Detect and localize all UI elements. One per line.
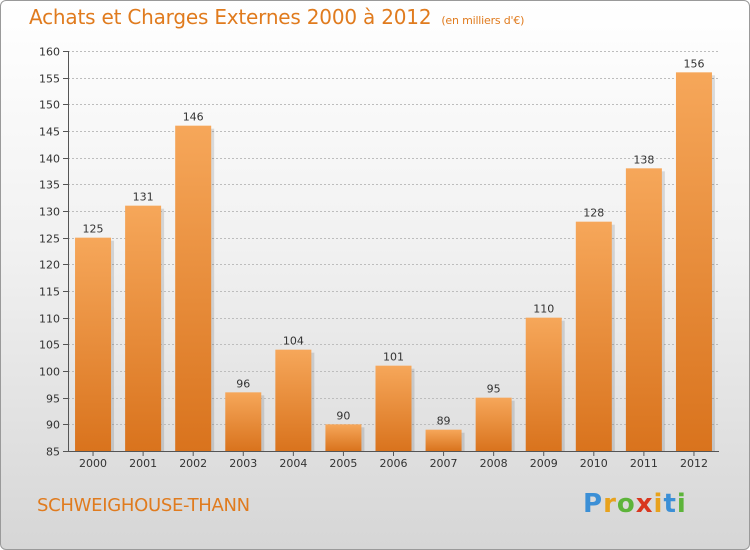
y-tick-label: 145 (39, 126, 60, 139)
bar-2001 (125, 205, 162, 451)
x-tick-label-2010: 2010 (580, 457, 608, 470)
y-tick-label: 85 (46, 446, 60, 459)
logo-letter: i (653, 489, 664, 519)
x-tick-labels: 2000 2001 2002 2003 2004 2005 2006 2007 2008 2009… (79, 451, 708, 470)
bar-2010 (575, 221, 612, 451)
logo-letter: P (583, 489, 604, 519)
bar-2002 (175, 125, 212, 452)
bar-2009 (525, 317, 562, 451)
proxiti-logo[interactable]: Proxiti (583, 489, 687, 519)
bar-2007 (425, 429, 462, 451)
city-name: SCHWEIGHOUSE-THANN (37, 495, 250, 516)
y-tick-label: 155 (39, 73, 60, 86)
y-tick-label: 125 (39, 233, 60, 246)
logo-letter: t (663, 489, 677, 519)
x-tick-label-2009: 2009 (530, 457, 558, 470)
bar-2000 (75, 237, 112, 451)
y-tick-label: 95 (46, 393, 60, 406)
x-tick-label-2008: 2008 (480, 457, 508, 470)
data-label-2011: 138 (633, 153, 654, 166)
logo-letter: r (603, 489, 617, 519)
logo-letter: o (616, 489, 636, 519)
data-label-2003: 96 (236, 377, 250, 390)
data-label-2000: 125 (83, 223, 104, 236)
data-label-2007: 89 (437, 415, 451, 428)
bar-2008 (475, 397, 512, 451)
logo-letter: x (635, 489, 654, 519)
logo-letter: i (676, 489, 687, 519)
data-label-2009: 110 (533, 303, 554, 316)
data-label-2001: 131 (133, 191, 154, 204)
bar-2005 (325, 424, 362, 451)
y-tick-label: 105 (39, 339, 60, 352)
x-tick-label-2005: 2005 (329, 457, 357, 470)
data-label-2005: 90 (336, 409, 350, 422)
data-label-2012: 156 (683, 57, 704, 70)
bar-2011 (625, 168, 662, 452)
data-label-2010: 128 (583, 207, 604, 220)
y-tick-label: 110 (39, 313, 60, 326)
x-tick-label-2012: 2012 (680, 457, 708, 470)
data-label-2002: 146 (183, 111, 204, 124)
x-tick-label-2002: 2002 (179, 457, 207, 470)
data-labels: 125 131 146 96 104 90 101 89 95 110 128 138 156 (83, 57, 705, 427)
x-tick-label-2007: 2007 (430, 457, 458, 470)
y-tick-label: 130 (39, 206, 60, 219)
y-tick-label: 100 (39, 366, 60, 379)
bar-2004 (275, 349, 312, 451)
y-tick-label: 135 (39, 179, 60, 192)
x-tick-label-2004: 2004 (279, 457, 307, 470)
y-tick-label: 90 (46, 419, 60, 432)
bar-2012 (675, 72, 712, 451)
x-tick-label-2000: 2000 (79, 457, 107, 470)
y-tick-label: 140 (39, 153, 60, 166)
x-tick-label-2011: 2011 (630, 457, 658, 470)
y-tick-labels: 85 90 95 100 105 110 115 120 125 130 135 140 145 150 1… (39, 46, 60, 459)
y-tick-label: 120 (39, 259, 60, 272)
x-tick-label-2001: 2001 (129, 457, 157, 470)
x-tick-label-2003: 2003 (229, 457, 257, 470)
data-label-2006: 101 (383, 351, 404, 364)
bar-2006 (375, 365, 412, 451)
data-label-2004: 104 (283, 335, 304, 348)
chart-subtitle: (en milliers d'€) (441, 14, 525, 27)
data-label-2008: 95 (487, 383, 501, 396)
y-tick-label: 150 (39, 99, 60, 112)
y-tick-label: 115 (39, 286, 60, 299)
y-tick-label: 160 (39, 46, 60, 59)
x-tick-label-2006: 2006 (380, 457, 408, 470)
bars (75, 72, 715, 452)
chart-title: Achats et Charges Externes 2000 à 2012 (e… (29, 5, 524, 29)
chart-title-text: Achats et Charges Externes 2000 à 2012 (29, 5, 432, 29)
bar-2003 (225, 392, 262, 451)
